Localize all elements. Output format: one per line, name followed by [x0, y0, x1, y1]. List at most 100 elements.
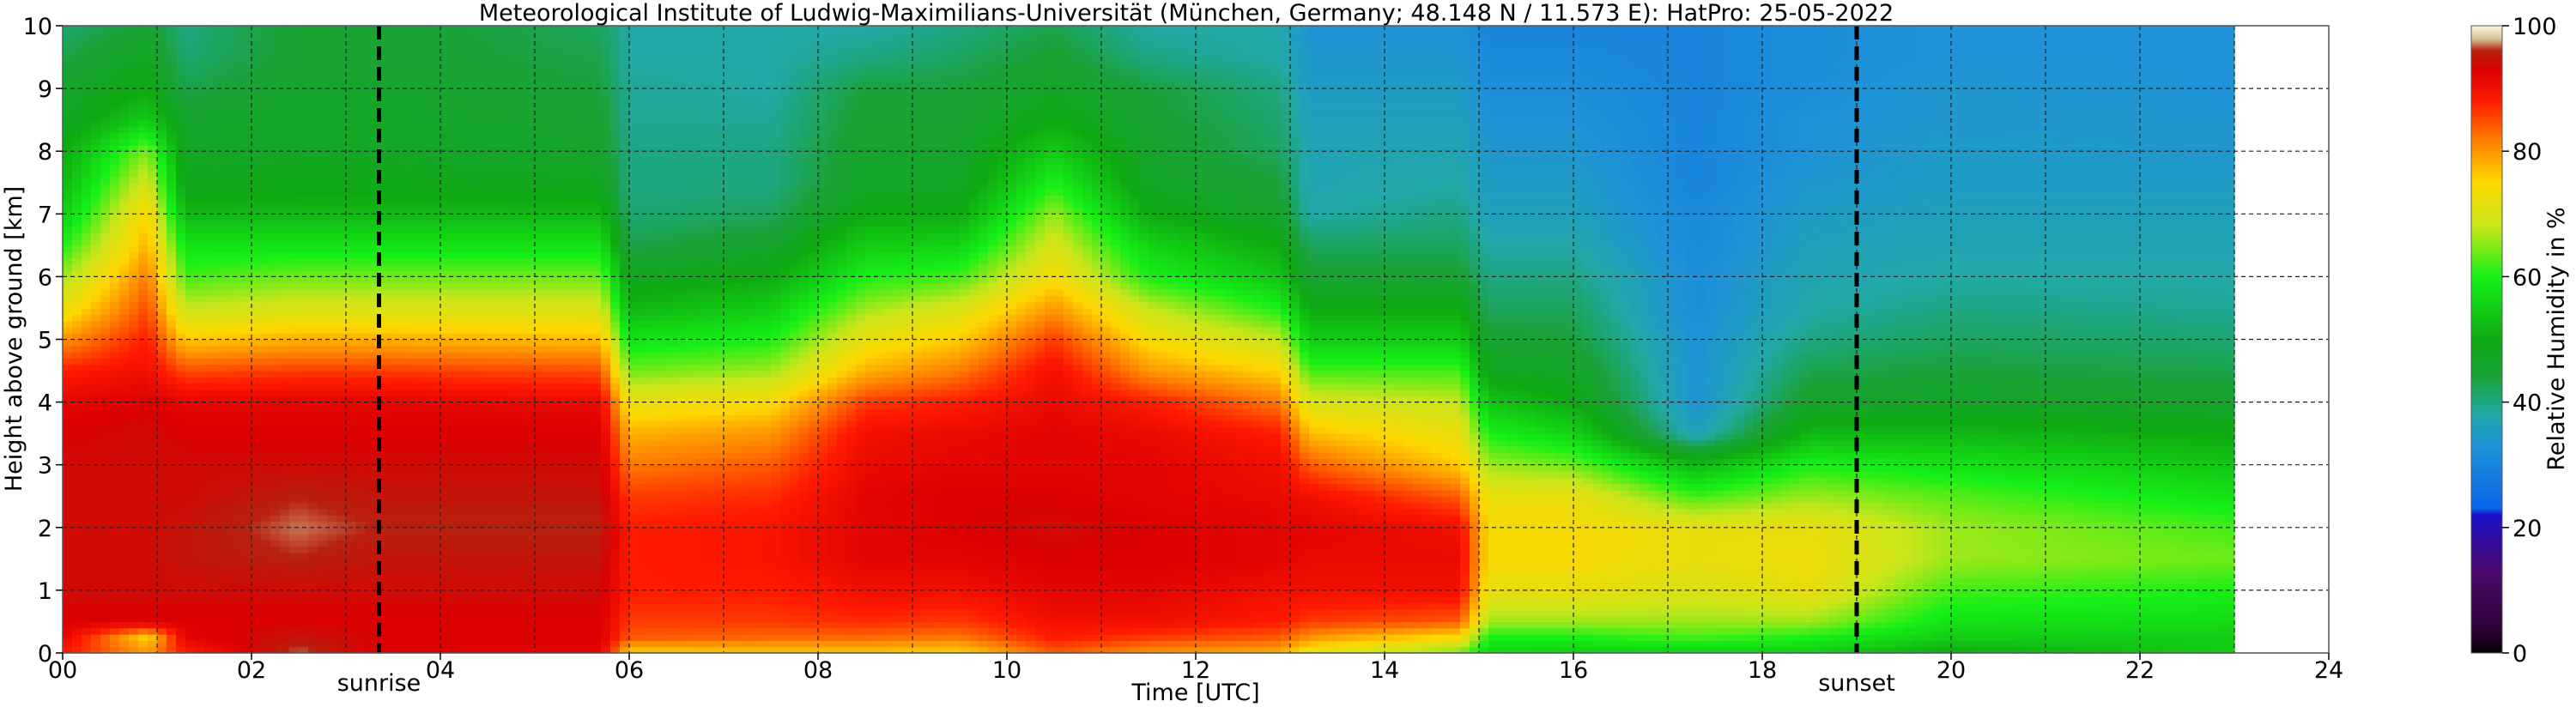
heatmap-cell [355, 445, 366, 453]
heatmap-cell [318, 445, 328, 453]
heatmap-cell [374, 263, 385, 271]
heatmap-cell [516, 220, 526, 227]
heatmap-cell [261, 326, 271, 334]
heatmap-cell [355, 565, 366, 572]
heatmap-cell [129, 119, 139, 127]
heatmap-cell [157, 32, 167, 39]
heatmap-cell [469, 364, 479, 372]
heatmap-cell [195, 125, 205, 133]
heatmap-cell [82, 314, 92, 322]
heatmap-cell [252, 44, 262, 51]
heatmap-cell [100, 320, 111, 328]
heatmap-cell [129, 371, 139, 378]
heatmap-cell [431, 515, 441, 523]
heatmap-cell [270, 602, 281, 610]
heatmap-cell [110, 107, 120, 114]
heatmap-cell [129, 263, 139, 271]
heatmap-cell [412, 44, 422, 51]
heatmap-cell [384, 251, 394, 259]
heatmap-cell [516, 63, 526, 70]
heatmap-cell [233, 320, 243, 328]
heatmap-cell [252, 233, 262, 240]
heatmap-cell [374, 100, 385, 108]
heatmap-cell [516, 57, 526, 64]
heatmap-cell [82, 445, 92, 453]
heatmap-cell [214, 489, 224, 497]
heatmap-cell [119, 571, 130, 578]
heatmap-cell [336, 521, 347, 529]
heatmap-cell [119, 69, 130, 77]
heatmap-cell [412, 339, 422, 347]
heatmap-cell [129, 157, 139, 165]
heatmap-cell [119, 540, 130, 547]
heatmap-cell [138, 489, 148, 497]
heatmap-cell [488, 502, 498, 510]
heatmap-cell [336, 489, 347, 497]
heatmap-cell [488, 546, 498, 553]
heatmap-cell [214, 553, 224, 559]
heatmap-cell [308, 508, 318, 516]
heatmap-cell [110, 163, 120, 171]
heatmap-cell [138, 307, 148, 315]
heatmap-cell [223, 546, 233, 553]
heatmap-cell [469, 263, 479, 271]
heatmap-cell [516, 377, 526, 384]
heatmap-cell [431, 383, 441, 390]
heatmap-cell [63, 396, 73, 403]
heatmap-cell [242, 358, 252, 366]
heatmap-cell [506, 640, 517, 648]
heatmap-cell [488, 182, 498, 190]
heatmap-cell [403, 189, 413, 196]
heatmap-cell [318, 226, 328, 233]
heatmap-cell [355, 333, 366, 341]
heatmap-cell [72, 358, 82, 366]
heatmap-cell [176, 540, 186, 547]
heatmap-cell [412, 195, 422, 202]
heatmap-cell [403, 125, 413, 133]
heatmap-cell [469, 452, 479, 459]
heatmap-cell [318, 239, 328, 246]
heatmap-cell [242, 565, 252, 572]
heatmap-cell [242, 144, 252, 152]
heatmap-cell [469, 100, 479, 108]
heatmap-cell [223, 233, 233, 240]
heatmap-cell [336, 571, 347, 578]
heatmap-cell [129, 646, 139, 654]
heatmap-cell [129, 439, 139, 447]
heatmap-cell [63, 189, 73, 196]
heatmap-cell [525, 383, 536, 390]
heatmap-cell [478, 239, 488, 246]
heatmap-cell [214, 239, 224, 246]
heatmap-cell [365, 508, 375, 516]
heatmap-cell [176, 314, 186, 322]
heatmap-cell [91, 326, 101, 334]
heatmap-cell [214, 100, 224, 108]
heatmap-cell [289, 452, 300, 459]
heatmap-cell [157, 546, 167, 553]
heatmap-cell [214, 38, 224, 45]
heatmap-cell [195, 352, 205, 360]
heatmap-cell [336, 377, 347, 384]
heatmap-cell [346, 377, 356, 384]
heatmap-cell [488, 38, 498, 45]
heatmap-cell [138, 195, 148, 202]
heatmap-cell [167, 458, 177, 466]
heatmap-cell [167, 245, 177, 252]
heatmap-cell [318, 452, 328, 459]
heatmap-cell [403, 458, 413, 466]
heatmap-cell [469, 458, 479, 466]
heatmap-cell [355, 420, 366, 428]
heatmap-cell [261, 157, 271, 165]
heatmap-cell [318, 289, 328, 296]
heatmap-cell [431, 295, 441, 303]
heatmap-cell [365, 534, 375, 541]
heatmap-cell [280, 515, 290, 523]
heatmap-cell [488, 339, 498, 347]
heatmap-cell [261, 32, 271, 39]
heatmap-cell [280, 408, 290, 415]
heatmap-cell [365, 396, 375, 403]
heatmap-cell [261, 534, 271, 541]
heatmap-cell [384, 508, 394, 516]
heatmap-cell [100, 100, 111, 108]
heatmap-cell [261, 458, 271, 466]
